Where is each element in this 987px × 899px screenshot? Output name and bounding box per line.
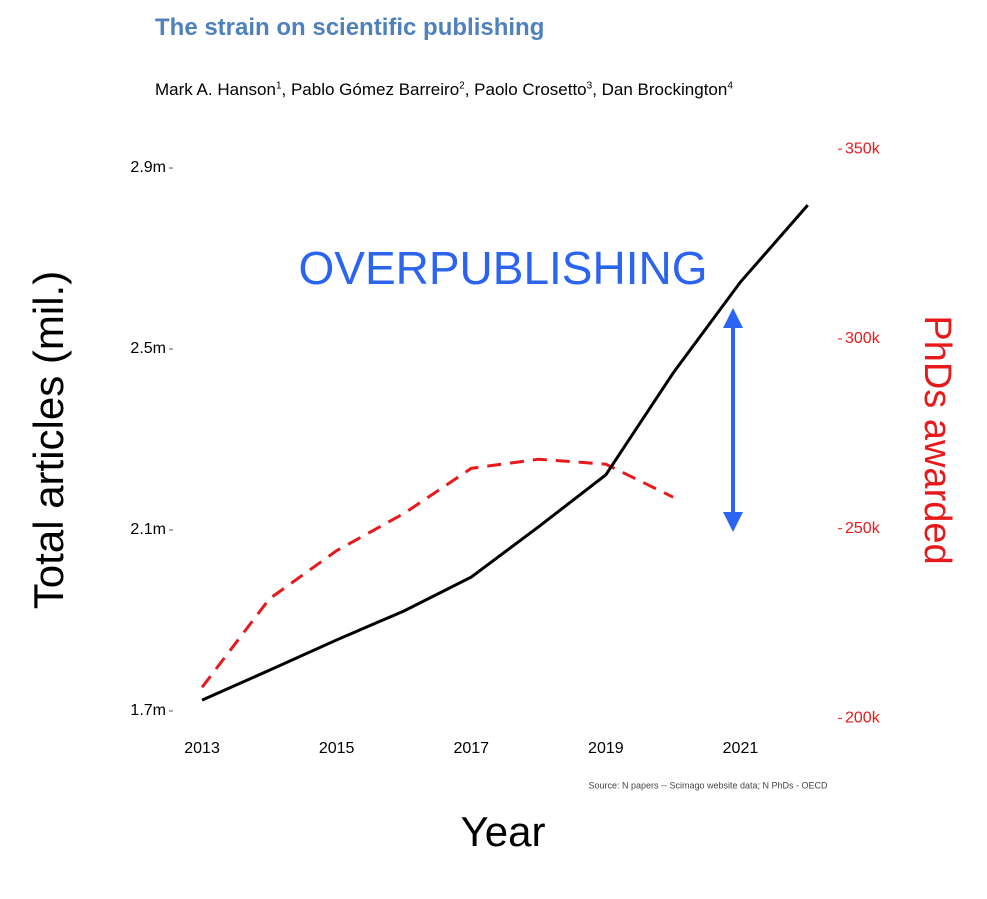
y-tick-label: 2.1m	[130, 521, 166, 538]
y2-tick-label: 250k	[845, 520, 881, 537]
y2-tick-label: 200k	[845, 710, 881, 727]
x-tick-label: 2017	[453, 740, 489, 757]
title: The strain on scientific publishing	[155, 14, 545, 41]
y-tick-label: 2.9m	[130, 159, 166, 176]
y-tick-label: 1.7m	[130, 702, 166, 719]
annotation: OVERPUBLISHING	[299, 242, 708, 294]
y2-tick-label: 300k	[845, 330, 881, 347]
author: Paolo Crosetto3	[465, 80, 592, 99]
author-name: Mark A. Hanson	[155, 80, 276, 99]
author-name: Pablo Gómez Barreiro	[290, 80, 460, 99]
x-tick-label: 2013	[184, 740, 220, 757]
affiliation: 1	[275, 80, 282, 92]
affiliation: 3	[586, 80, 593, 92]
author-name: Dan Brockington	[601, 80, 728, 99]
x-tick-label: 2015	[319, 740, 355, 757]
x-tick-label: 2019	[588, 740, 624, 757]
author: Mark A. Hanson1	[155, 80, 282, 99]
y-axis-label: Total articles (mil.)	[25, 271, 72, 609]
series-line	[201, 204, 809, 702]
y-tick-label: 2.5m	[130, 340, 166, 357]
author-name: Paolo Crosetto	[474, 80, 587, 99]
author: Pablo Gómez Barreiro2	[282, 80, 465, 99]
series-line	[200, 457, 674, 689]
authors: Mark A. Hanson1Pablo Gómez Barreiro2Paol…	[155, 80, 733, 100]
source: Source: N papers -- Scimago website data…	[588, 780, 828, 790]
affiliation: 2	[459, 80, 465, 92]
author: Dan Brockington4	[592, 80, 733, 99]
affiliation: 4	[727, 80, 733, 92]
y2-tick-label: 350k	[845, 140, 881, 157]
y2-axis-label: PhDs awarded	[916, 315, 958, 564]
x-tick-label: 2021	[723, 740, 759, 757]
x-axis-label: Year	[461, 808, 546, 855]
